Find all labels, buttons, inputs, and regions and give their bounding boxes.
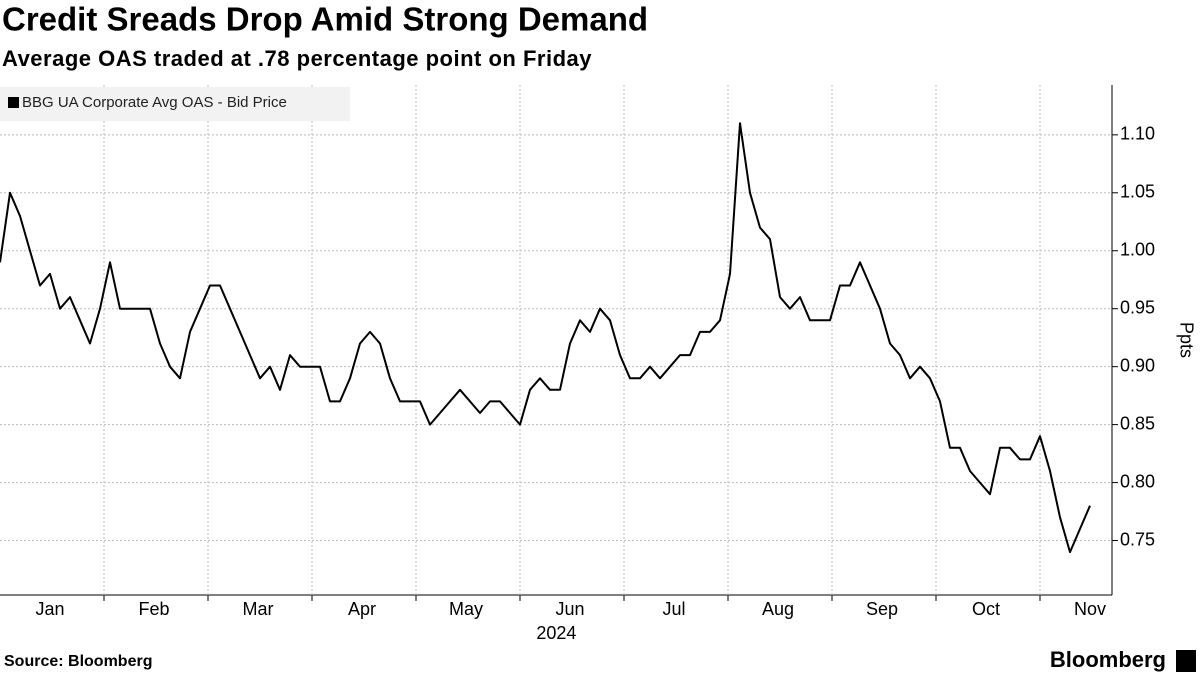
- x-tick-label: Oct: [972, 599, 1000, 619]
- y-tick-label: 0.90: [1120, 355, 1155, 375]
- y-tick-label: 1.00: [1120, 240, 1155, 260]
- x-tick-label: Mar: [243, 599, 274, 619]
- y-tick-label: 0.75: [1120, 529, 1155, 549]
- x-tick-label: Aug: [762, 599, 794, 619]
- source: Source: Bloomberg: [4, 653, 152, 670]
- x-tick-label: Feb: [138, 599, 169, 619]
- x-tick-label: Jul: [662, 599, 685, 619]
- y-tick-label: 0.85: [1120, 413, 1155, 433]
- x-tick-label: May: [449, 599, 483, 619]
- x-tick-label: Jun: [555, 599, 584, 619]
- x-tick-label: Sep: [866, 599, 898, 619]
- legend-box: [0, 87, 350, 121]
- y-tick-label: 1.10: [1120, 124, 1155, 144]
- legend-label: BBG UA Corporate Avg OAS - Bid Price: [22, 94, 287, 111]
- y-tick-label: 0.80: [1120, 471, 1155, 491]
- x-tick-label: Jan: [35, 599, 64, 619]
- legend-swatch: [8, 97, 19, 108]
- brand: Bloomberg: [1050, 647, 1166, 672]
- x-tick-label: Apr: [348, 599, 376, 619]
- y-axis-title: Ppts: [1176, 322, 1196, 358]
- x-sublabel: 2024: [536, 623, 576, 643]
- x-tick-label: Nov: [1074, 599, 1106, 619]
- brand-icon: [1176, 650, 1196, 672]
- chart-title: Credit Sreads Drop Amid Strong Demand: [2, 1, 648, 38]
- chart-subtitle: Average OAS traded at .78 percentage poi…: [2, 46, 592, 71]
- y-tick-label: 1.05: [1120, 182, 1155, 202]
- line-series: [0, 122, 1091, 554]
- y-tick-label: 0.95: [1120, 297, 1155, 317]
